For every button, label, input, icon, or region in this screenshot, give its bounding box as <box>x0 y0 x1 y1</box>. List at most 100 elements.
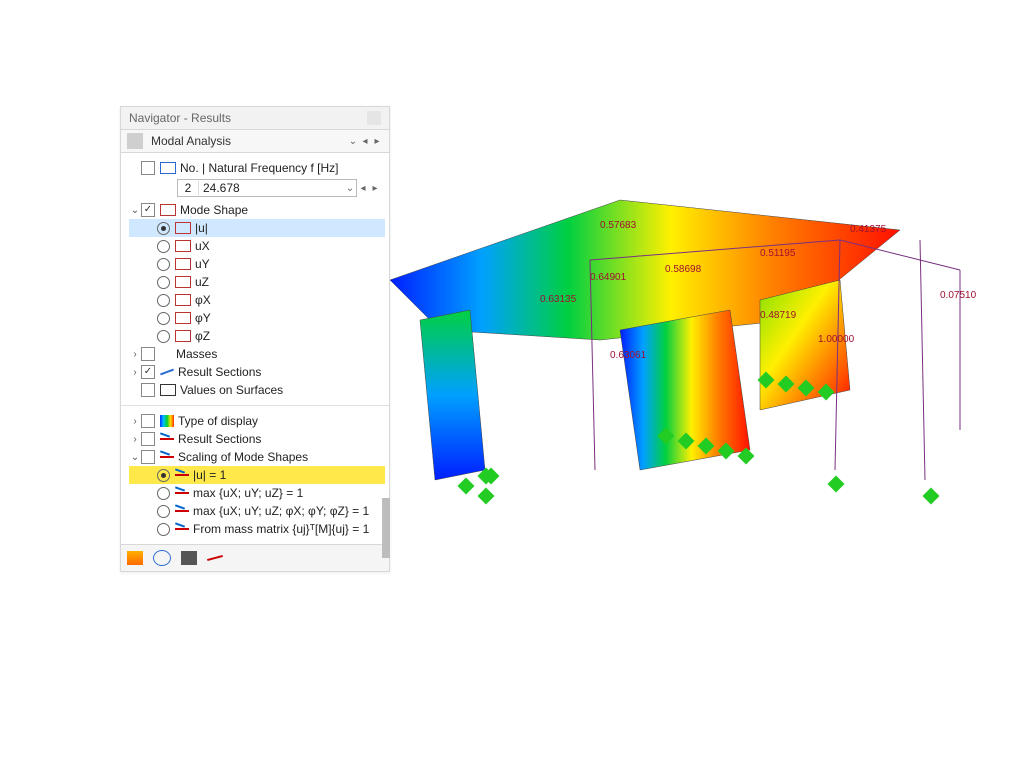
checkbox-masses[interactable] <box>141 347 155 361</box>
support-icon <box>798 380 815 397</box>
tree-item-values-on-surfaces[interactable]: Values on Surfaces <box>129 381 385 399</box>
next-analysis-button[interactable]: ▸ <box>371 134 383 148</box>
mode-shape-option[interactable]: uX <box>129 237 385 255</box>
chevron-down-icon[interactable]: ⌄ <box>344 181 356 195</box>
mode-shape-option-label: φZ <box>195 329 210 343</box>
result-viewport: 0.576830.413750.511950.586980.649010.631… <box>360 170 1000 530</box>
checkbox-mode-shape[interactable] <box>141 203 155 217</box>
support-icon <box>458 478 475 495</box>
frequency-number: 2 <box>178 181 199 195</box>
chevron-down-icon[interactable]: ⌄ <box>347 134 359 148</box>
radio-mode-shape[interactable] <box>157 258 170 271</box>
prev-freq-button[interactable]: ◂ <box>357 181 369 195</box>
frequency-value: 24.678 <box>199 181 344 195</box>
tree-item-result-sections-2[interactable]: › Result Sections <box>129 430 385 448</box>
radio-mode-shape[interactable] <box>157 222 170 235</box>
scaling-option[interactable]: max {uX; uY; uZ} = 1 <box>129 484 385 502</box>
checkbox-frequency[interactable] <box>141 161 155 175</box>
support-icon <box>678 433 695 450</box>
toolbar-flag-icon[interactable] <box>127 551 143 565</box>
results-tree: No. | Natural Frequency f [Hz] 2 24.678 … <box>121 153 389 405</box>
support-icon <box>478 488 495 505</box>
result-value-label: 0.57683 <box>600 220 636 231</box>
masses-label: Masses <box>176 347 217 361</box>
result-value-label: 0.41375 <box>850 224 886 235</box>
radio-mode-shape[interactable] <box>157 294 170 307</box>
result-value-label: 0.07510 <box>940 290 976 301</box>
tree-item-result-sections[interactable]: › Result Sections <box>129 363 385 381</box>
radio-scaling[interactable] <box>157 505 170 518</box>
support-icon <box>778 376 795 393</box>
mode-shape-option-label: uX <box>195 239 210 253</box>
checkbox-scaling[interactable] <box>141 450 155 464</box>
toolbar-camera-icon[interactable] <box>181 551 197 565</box>
display-type-icon <box>160 415 174 427</box>
scaling-option-icon <box>175 506 189 516</box>
checkbox-result-sections[interactable] <box>141 365 155 379</box>
mode-shape-option[interactable]: φZ <box>129 327 385 345</box>
mode-shape-icon <box>160 204 176 216</box>
scaling-option-icon <box>175 488 189 498</box>
mode-shape-option[interactable]: uZ <box>129 273 385 291</box>
component-icon <box>175 312 191 324</box>
component-icon <box>175 294 191 306</box>
support-icon <box>818 384 835 401</box>
expand-toggle[interactable]: › <box>129 434 141 445</box>
mode-shape-option[interactable]: φX <box>129 291 385 309</box>
support-icon <box>658 428 675 445</box>
type-of-display-label: Type of display <box>178 414 258 428</box>
mode-shape-option[interactable]: |u| <box>129 219 385 237</box>
component-icon <box>175 222 191 234</box>
mode-shape-option[interactable]: φY <box>129 309 385 327</box>
result-value-label: 0.63061 <box>610 350 646 361</box>
expand-toggle[interactable]: › <box>129 349 141 360</box>
mode-shape-option-label: uY <box>195 257 210 271</box>
checkbox-values-on-surfaces[interactable] <box>141 383 155 397</box>
panel-bottom-toolbar <box>121 544 389 571</box>
scaling-option[interactable]: |u| = 1 <box>129 466 385 484</box>
scaling-option[interactable]: From mass matrix {uj}ᵀ[M]{uj} = 1 <box>129 520 385 538</box>
result-value-label: 0.64901 <box>590 272 626 283</box>
analysis-dropdown[interactable]: Modal Analysis ⌄ ◂ ▸ <box>121 130 389 153</box>
toolbar-eye-icon[interactable] <box>153 550 171 566</box>
radio-scaling[interactable] <box>157 469 170 482</box>
scaling-option[interactable]: max {uX; uY; uZ; φX; φY; φZ} = 1 <box>129 502 385 520</box>
checkbox-result-sections-2[interactable] <box>141 432 155 446</box>
toolbar-section-icon[interactable] <box>207 551 223 565</box>
navigator-results-panel: Navigator - Results Modal Analysis ⌄ ◂ ▸… <box>120 106 390 572</box>
mode-shape-option-label: φY <box>195 311 211 325</box>
radio-scaling[interactable] <box>157 523 170 536</box>
component-icon <box>175 330 191 342</box>
result-value-label: 0.58698 <box>665 264 701 275</box>
radio-mode-shape[interactable] <box>157 276 170 289</box>
mode-shape-label: Mode Shape <box>180 203 248 217</box>
tree-item-masses[interactable]: › Masses <box>129 345 385 363</box>
scaling-option-label: From mass matrix {uj}ᵀ[M]{uj} = 1 <box>193 522 369 536</box>
radio-mode-shape[interactable] <box>157 312 170 325</box>
expand-toggle[interactable]: ⌄ <box>129 452 141 463</box>
prev-analysis-button[interactable]: ◂ <box>359 134 371 148</box>
radio-scaling[interactable] <box>157 487 170 500</box>
scrollbar-thumb[interactable] <box>382 498 390 558</box>
scaling-option-label: max {uX; uY; uZ; φX; φY; φZ} = 1 <box>193 504 369 518</box>
panel-close-button[interactable] <box>367 111 381 125</box>
tree-item-scaling[interactable]: ⌄ Scaling of Mode Shapes <box>129 448 385 466</box>
expand-toggle[interactable]: ⌄ <box>129 205 141 216</box>
support-icon <box>483 468 500 485</box>
frequency-input[interactable]: 2 24.678 ⌄ <box>177 179 357 197</box>
expand-toggle[interactable]: › <box>129 367 141 378</box>
tree-item-frequency[interactable]: No. | Natural Frequency f [Hz] <box>129 159 385 177</box>
tree-item-type-of-display[interactable]: › Type of display <box>129 412 385 430</box>
radio-mode-shape[interactable] <box>157 330 170 343</box>
expand-toggle[interactable]: › <box>129 416 141 427</box>
scaling-option-icon <box>175 470 189 480</box>
radio-mode-shape[interactable] <box>157 240 170 253</box>
tree-item-mode-shape[interactable]: ⌄ Mode Shape <box>129 201 385 219</box>
checkbox-type-of-display[interactable] <box>141 414 155 428</box>
next-freq-button[interactable]: ▸ <box>369 181 381 195</box>
frequency-label: No. | Natural Frequency f [Hz] <box>180 161 339 175</box>
analysis-icon <box>127 133 143 149</box>
mode-shape-option[interactable]: uY <box>129 255 385 273</box>
scaling-option-label: |u| = 1 <box>193 468 226 482</box>
display-options-tree: › Type of display › Result Sections ⌄ Sc… <box>121 405 389 544</box>
